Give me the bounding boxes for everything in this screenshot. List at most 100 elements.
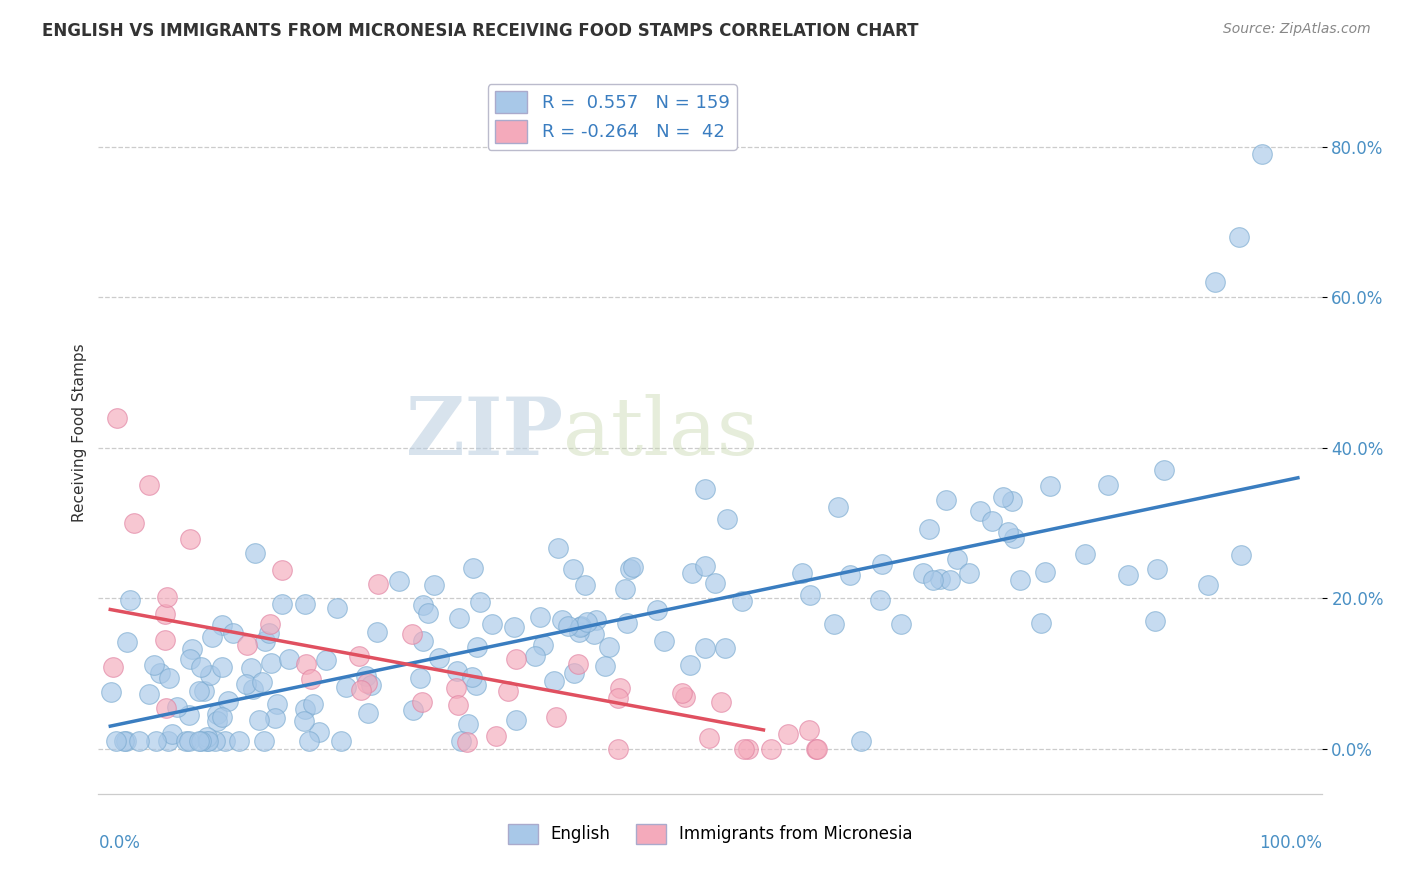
Point [673, 690, 696, 705]
Text: ENGLISH VS IMMIGRANTS FROM MICRONESIA RECEIVING FOOD STAMPS CORRELATION CHART: ENGLISH VS IMMIGRANTS FROM MICRONESIA RE… [42, 22, 918, 40]
Point [1073, 547, 1095, 561]
Point [143, 658, 166, 673]
Point [179, 734, 201, 748]
Point [179, 532, 201, 546]
Point [253, 734, 276, 748]
Point [1039, 478, 1062, 492]
Point [188, 734, 211, 748]
Point [593, 658, 616, 673]
Point [946, 552, 969, 566]
Point [259, 616, 281, 631]
Point [263, 710, 285, 724]
Point [349, 648, 371, 663]
Point [295, 657, 318, 671]
Point [128, 734, 150, 748]
Point [695, 558, 717, 573]
Point [330, 734, 353, 748]
Point [356, 676, 378, 690]
Point [195, 730, 218, 744]
Point [606, 690, 628, 705]
Point [1002, 531, 1025, 545]
Point [997, 524, 1019, 539]
Point [619, 561, 641, 575]
Point [870, 557, 893, 571]
Point [1204, 275, 1226, 289]
Point [679, 657, 702, 672]
Point [138, 687, 160, 701]
Text: ZIP: ZIP [406, 393, 564, 472]
Point [710, 695, 733, 709]
Point [912, 566, 935, 580]
Point [557, 619, 579, 633]
Point [122, 516, 145, 530]
Point [294, 597, 316, 611]
Point [174, 734, 197, 748]
Point [114, 734, 136, 748]
Point [103, 660, 125, 674]
Point [160, 727, 183, 741]
Point [402, 703, 425, 717]
Point [155, 700, 177, 714]
Point [503, 620, 526, 634]
Legend: English, Immigrants from Micronesia: English, Immigrants from Micronesia [501, 817, 920, 851]
Point [197, 734, 219, 748]
Point [759, 741, 782, 756]
Point [239, 660, 262, 674]
Point [315, 653, 337, 667]
Point [166, 699, 188, 714]
Point [957, 566, 980, 580]
Point [302, 697, 325, 711]
Point [412, 599, 434, 613]
Point [713, 641, 735, 656]
Point [1230, 549, 1253, 563]
Point [201, 630, 224, 644]
Point [671, 685, 693, 699]
Point [645, 603, 668, 617]
Point [551, 613, 574, 627]
Point [1029, 616, 1052, 631]
Point [148, 665, 170, 680]
Point [447, 698, 470, 713]
Point [250, 674, 273, 689]
Point [292, 714, 315, 728]
Point [190, 734, 212, 748]
Point [1144, 614, 1167, 628]
Text: 100.0%: 100.0% [1258, 834, 1322, 852]
Point [200, 668, 222, 682]
Point [890, 616, 912, 631]
Point [697, 731, 720, 745]
Point [228, 734, 250, 748]
Point [179, 652, 201, 666]
Point [245, 546, 267, 560]
Point [616, 616, 638, 631]
Point [576, 615, 599, 629]
Point [606, 741, 628, 756]
Point [585, 613, 607, 627]
Point [257, 626, 280, 640]
Point [505, 713, 527, 727]
Point [416, 607, 439, 621]
Point [733, 741, 755, 756]
Point [461, 670, 484, 684]
Point [242, 682, 264, 697]
Point [693, 641, 716, 656]
Point [609, 681, 631, 695]
Point [308, 724, 330, 739]
Point [693, 482, 716, 496]
Point [562, 666, 585, 681]
Point [731, 594, 754, 608]
Point [360, 678, 382, 692]
Point [505, 651, 527, 665]
Point [461, 561, 484, 575]
Point [278, 652, 301, 666]
Point [235, 677, 257, 691]
Point [716, 511, 738, 525]
Point [582, 627, 605, 641]
Point [177, 707, 200, 722]
Point [623, 559, 645, 574]
Y-axis label: Receiving Food Stamps: Receiving Food Stamps [72, 343, 87, 522]
Point [799, 588, 821, 602]
Point [598, 640, 620, 654]
Point [806, 741, 828, 756]
Point [481, 617, 503, 632]
